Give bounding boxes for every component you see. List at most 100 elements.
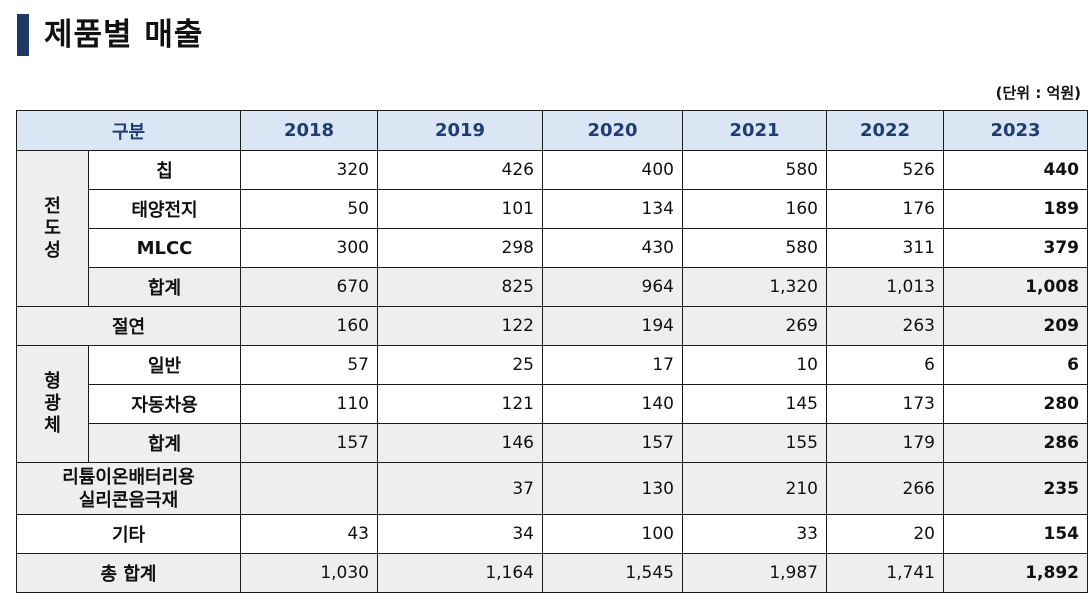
table-row: 태양전지 50 101 134 160 176 189	[17, 189, 1088, 229]
cell-value: 155	[682, 423, 827, 463]
cell-value: 426	[377, 150, 543, 190]
subtotal-row: 합계 670 825 964 1,320 1,013 1,008	[16, 267, 1088, 307]
unit-label: (단위 : 억원)	[995, 84, 1081, 102]
cell-value: 1,892	[943, 553, 1088, 593]
cell-value: 101	[377, 189, 543, 229]
row-label: 합계	[88, 423, 241, 463]
cell-value: 209	[943, 306, 1088, 346]
cell-value: 300	[240, 228, 378, 268]
cell-value: 160	[240, 306, 378, 346]
row-label: 합계	[88, 267, 241, 307]
cell-value: 210	[682, 462, 827, 515]
cell-value: 235	[943, 462, 1088, 515]
sales-table: 구분 2018 2019 2020 2021 2022 2023 전 도 성 칩…	[16, 110, 1088, 593]
cell-value: 189	[943, 189, 1088, 229]
cell-value: 100	[542, 514, 683, 554]
cell-value: 1,164	[377, 553, 543, 593]
table-row: 형 광 체 일반 57 25 17 10 6 6	[16, 345, 1088, 463]
cell-value: 154	[943, 514, 1088, 554]
header-row: 구분 2018 2019 2020 2021 2022 2023	[16, 110, 1088, 151]
cell-value: 1,320	[682, 267, 827, 307]
cell-value: 121	[377, 384, 543, 424]
cell-value: 194	[542, 306, 683, 346]
row-label: 기타	[16, 514, 241, 554]
table-row: 전 도 성 칩 320 426 400 580 526 440	[16, 150, 1088, 307]
table-row: 자동차용 110 121 140 145 173 280	[17, 384, 1088, 424]
row-label-line: 리튬이온배터리용	[62, 466, 195, 488]
row-label: 칩	[88, 150, 241, 190]
cell-value: 263	[826, 306, 944, 346]
cell-value: 1,008	[943, 267, 1088, 307]
cell-value: 400	[542, 150, 683, 190]
cell-value: 580	[682, 150, 827, 190]
cell-value: 122	[377, 306, 543, 346]
cell-value: 298	[377, 228, 543, 268]
header-year: 2018	[240, 110, 378, 151]
cell-value: 140	[542, 384, 683, 424]
cell-value	[240, 462, 378, 515]
table-row: 절연 160 122 194 269 263 209	[16, 306, 1088, 346]
cell-value: 145	[682, 384, 827, 424]
cell-value: 25	[377, 345, 543, 385]
header-year: 2021	[682, 110, 827, 151]
subtotal-row: 합계 157 146 157 155 179 286	[16, 423, 1088, 463]
cell-value: 57	[240, 345, 378, 385]
cell-value: 20	[826, 514, 944, 554]
cell-value: 17	[542, 345, 683, 385]
cell-value: 1,987	[682, 553, 827, 593]
cell-value: 825	[377, 267, 543, 307]
group-label-phosphor: 형 광 체	[16, 345, 89, 463]
cell-value: 10	[682, 345, 827, 385]
cell-value: 1,013	[826, 267, 944, 307]
header-year: 2020	[542, 110, 683, 151]
cell-value: 50	[240, 189, 378, 229]
cell-value: 176	[826, 189, 944, 229]
title-accent-bar	[17, 14, 29, 56]
cell-value: 964	[542, 267, 683, 307]
cell-value: 1,030	[240, 553, 378, 593]
cell-value: 6	[943, 345, 1088, 385]
cell-value: 43	[240, 514, 378, 554]
cell-value: 173	[826, 384, 944, 424]
total-row: 총 합계 1,030 1,164 1,545 1,987 1,741 1,892	[16, 553, 1088, 593]
cell-value: 379	[943, 228, 1088, 268]
header-category: 구분	[16, 110, 241, 151]
cell-value: 157	[240, 423, 378, 463]
cell-value: 37	[377, 462, 543, 515]
header-year: 2022	[826, 110, 944, 151]
cell-value: 157	[542, 423, 683, 463]
cell-value: 179	[826, 423, 944, 463]
cell-value: 1,741	[826, 553, 944, 593]
cell-value: 430	[542, 228, 683, 268]
table-row: 기타 43 34 100 33 20 154	[16, 514, 1088, 554]
row-label: 총 합계	[16, 553, 241, 593]
cell-value: 320	[240, 150, 378, 190]
cell-value: 580	[682, 228, 827, 268]
cell-value: 1,545	[542, 553, 683, 593]
cell-value: 266	[826, 462, 944, 515]
cell-value: 670	[240, 267, 378, 307]
row-label: 일반	[88, 345, 241, 385]
cell-value: 311	[826, 228, 944, 268]
cell-value: 286	[943, 423, 1088, 463]
page-title: 제품별 매출	[44, 17, 204, 53]
cell-value: 34	[377, 514, 543, 554]
header-year: 2019	[377, 110, 543, 151]
cell-value: 269	[682, 306, 827, 346]
row-label-line: 실리콘음극재	[78, 489, 179, 511]
cell-value: 33	[682, 514, 827, 554]
cell-value: 526	[826, 150, 944, 190]
cell-value: 130	[542, 462, 683, 515]
table-row: MLCC 300 298 430 580 311 379	[17, 228, 1088, 268]
cell-value: 160	[682, 189, 827, 229]
row-label: MLCC	[88, 228, 241, 268]
row-label: 리튬이온배터리용 실리콘음극재	[16, 462, 241, 515]
cell-value: 146	[377, 423, 543, 463]
cell-value: 280	[943, 384, 1088, 424]
table-row: 리튬이온배터리용 실리콘음극재 37 130 210 266 235	[16, 462, 1088, 515]
cell-value: 110	[240, 384, 378, 424]
row-label: 절연	[16, 306, 241, 346]
group-label-conductive: 전 도 성	[16, 150, 89, 307]
cell-value: 6	[826, 345, 944, 385]
header-year: 2023	[943, 110, 1088, 151]
